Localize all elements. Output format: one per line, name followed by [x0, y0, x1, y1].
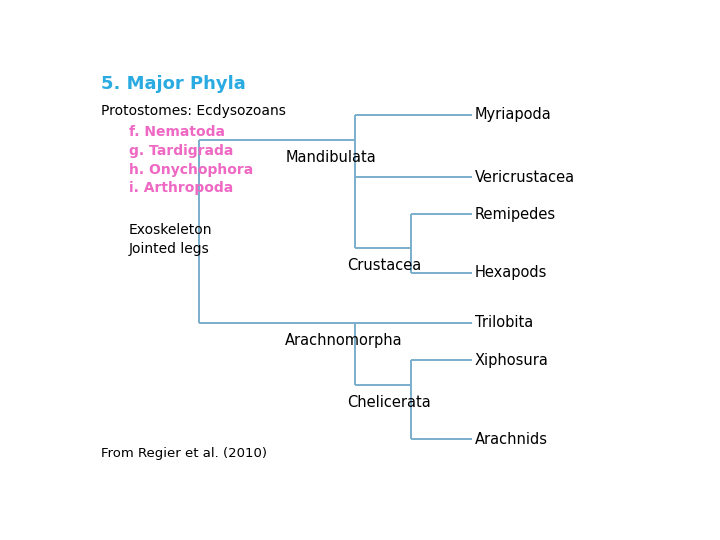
- Text: Hexapods: Hexapods: [475, 265, 547, 280]
- Text: Protostomes: Ecdysozoans: Protostomes: Ecdysozoans: [101, 104, 286, 118]
- Text: From Regier et al. (2010): From Regier et al. (2010): [101, 447, 267, 460]
- Text: Jointed legs: Jointed legs: [129, 241, 210, 255]
- Text: Mandibulata: Mandibulata: [285, 150, 376, 165]
- Text: Myriapoda: Myriapoda: [475, 107, 552, 122]
- Text: Vericrustacea: Vericrustacea: [475, 170, 575, 185]
- Text: Arachnids: Arachnids: [475, 431, 548, 447]
- Text: Arachnomorpha: Arachnomorpha: [285, 333, 403, 348]
- Text: Xiphosura: Xiphosura: [475, 353, 549, 368]
- Text: Trilobita: Trilobita: [475, 315, 534, 330]
- Text: f. Nematoda: f. Nematoda: [129, 125, 225, 139]
- Text: h. Onychophora: h. Onychophora: [129, 163, 253, 177]
- Text: g. Tardigrada: g. Tardigrada: [129, 144, 233, 158]
- Text: Chelicerata: Chelicerata: [347, 395, 431, 410]
- Text: i. Arthropoda: i. Arthropoda: [129, 181, 233, 195]
- Text: Crustacea: Crustacea: [347, 258, 421, 273]
- Text: Exoskeleton: Exoskeleton: [129, 223, 212, 237]
- Text: 5. Major Phyla: 5. Major Phyla: [101, 75, 246, 93]
- Text: Remipedes: Remipedes: [475, 207, 556, 222]
